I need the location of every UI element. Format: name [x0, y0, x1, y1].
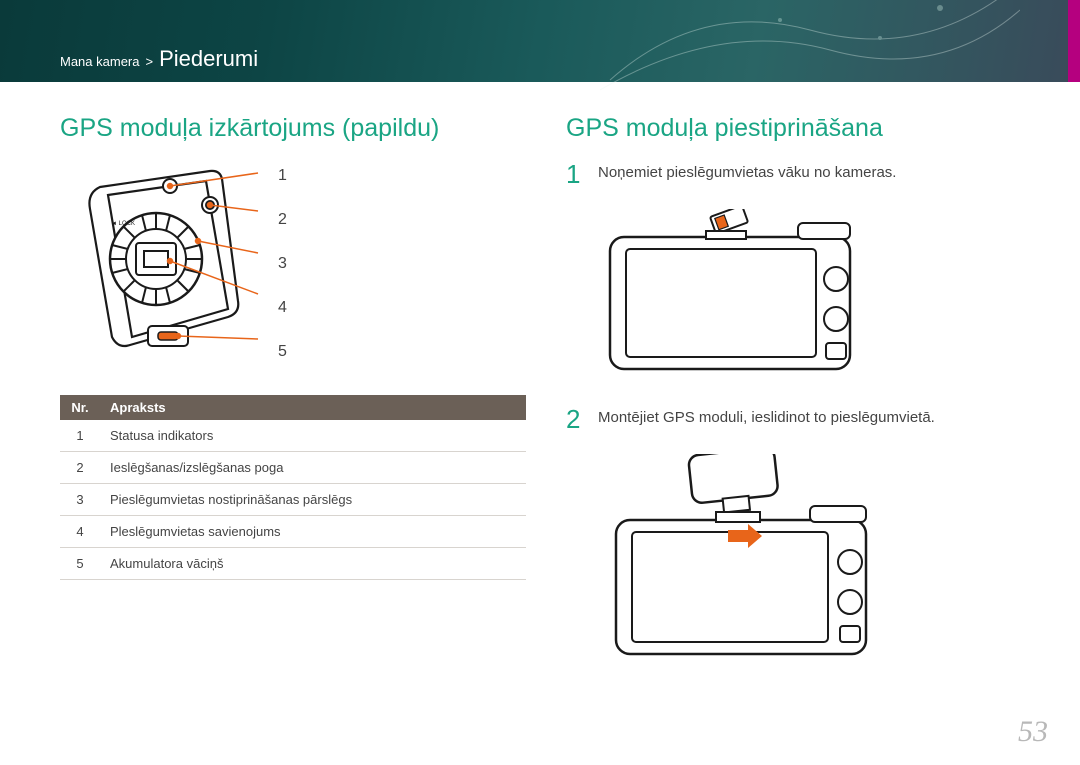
cell-nr: 1 [60, 420, 100, 452]
camera-cover-diagram [598, 209, 878, 379]
content-area: GPS moduļa izkārtojums (papildu) [0, 82, 1080, 691]
callout-num: 1 [278, 167, 287, 185]
table-row: 4 Pleslēgumvietas savienojums [60, 516, 526, 548]
breadcrumb-parent: Mana kamera [60, 54, 139, 69]
breadcrumb-sep: > [145, 54, 153, 69]
cell-nr: 5 [60, 548, 100, 580]
cell-nr: 4 [60, 516, 100, 548]
cell-desc: Pieslēgumvietas nostiprināšanas pārslēgs [100, 484, 526, 516]
cell-desc: Akumulatora vāciņš [100, 548, 526, 580]
header-decor-swirl [600, 0, 1020, 100]
left-column: GPS moduļa izkārtojums (papildu) [60, 114, 526, 691]
callout-num: 2 [278, 211, 287, 229]
page-header: Mana kamera > Piederumi [0, 0, 1080, 82]
left-section-title: GPS moduļa izkārtojums (papildu) [60, 114, 526, 143]
table-row: 2 Ieslēgšanas/izslēgšanas poga [60, 452, 526, 484]
breadcrumb-current: Piederumi [159, 46, 258, 72]
callout-num: 3 [278, 255, 287, 273]
step-1: 1 Noņemiet pieslēgumvietas vāku no kamer… [566, 161, 1032, 187]
callout-num: 4 [278, 299, 287, 317]
step-text: Noņemiet pieslēgumvietas vāku no kameras… [598, 161, 896, 187]
breadcrumb: Mana kamera > Piederumi [60, 46, 258, 72]
table-row: 3 Pieslēgumvietas nostiprināšanas pārslē… [60, 484, 526, 516]
table-row: 1 Statusa indikators [60, 420, 526, 452]
page-number: 53 [1018, 715, 1048, 749]
svg-text:◄ LOCK: ◄ LOCK [111, 221, 135, 227]
gps-module-diagram: ◄ LOCK [60, 161, 260, 371]
cell-nr: 3 [60, 484, 100, 516]
camera-mount-diagram [598, 454, 898, 664]
parts-table: Nr. Apraksts 1 Statusa indikators 2 Iesl… [60, 395, 526, 580]
cell-desc: Statusa indikators [100, 420, 526, 452]
right-section-title: GPS moduļa piestiprināšana [566, 114, 1032, 143]
table-header-desc: Apraksts [100, 395, 526, 420]
step-text: Montējiet GPS moduli, ieslidinot to pies… [598, 406, 935, 432]
callout-number-list: 1 2 3 4 5 [278, 161, 287, 367]
gps-layout-figure: ◄ LOCK 1 2 3 4 [60, 161, 526, 371]
right-column: GPS moduļa piestiprināšana 1 Noņemiet pi… [566, 114, 1032, 691]
step-number: 1 [566, 161, 584, 187]
step-2: 2 Montējiet GPS moduli, ieslidinot to pi… [566, 406, 1032, 432]
callout-num: 5 [278, 343, 287, 361]
table-row: 5 Akumulatora vāciņš [60, 548, 526, 580]
step-number: 2 [566, 406, 584, 432]
cell-desc: Pleslēgumvietas savienojums [100, 516, 526, 548]
cell-desc: Ieslēgšanas/izslēgšanas poga [100, 452, 526, 484]
table-header-nr: Nr. [60, 395, 100, 420]
cell-nr: 2 [60, 452, 100, 484]
